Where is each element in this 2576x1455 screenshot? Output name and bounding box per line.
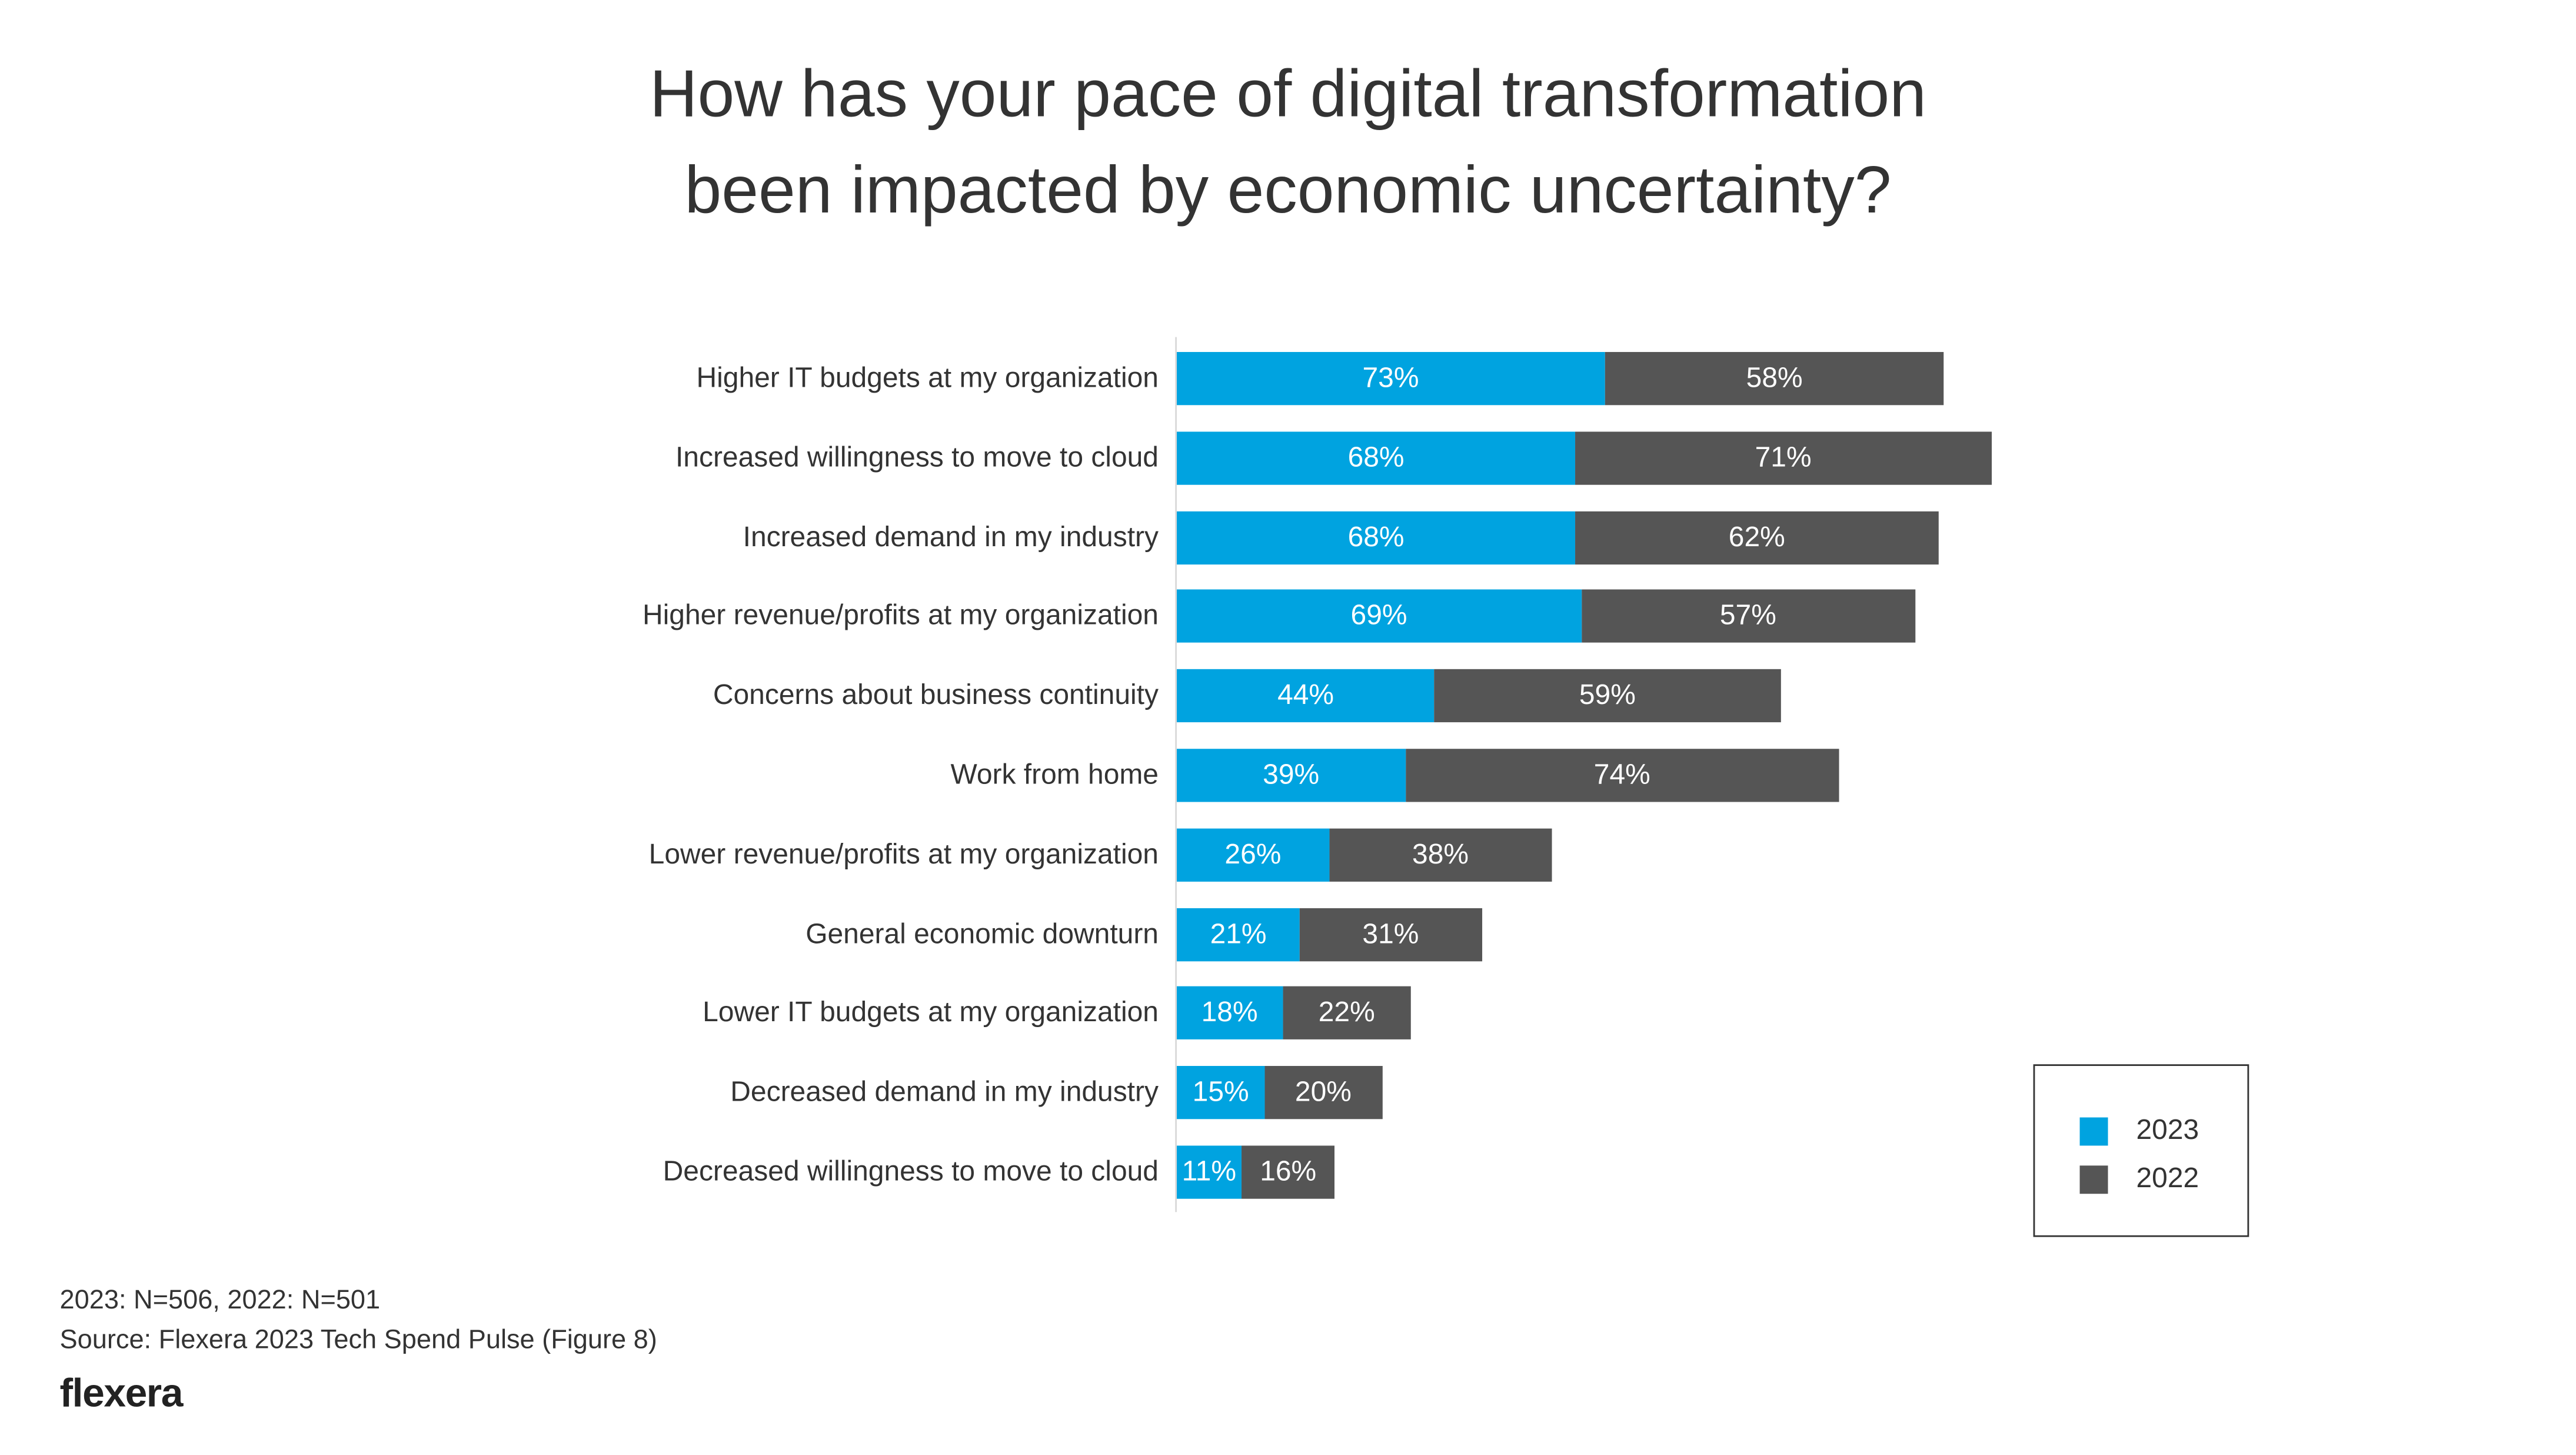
data-label: 74%	[1593, 759, 1650, 790]
bar-2023: 39%	[1177, 749, 1406, 802]
bar-2023: 73%	[1177, 352, 1605, 406]
bar-2023: 21%	[1177, 907, 1300, 961]
category-label: Concerns about business continuity	[713, 679, 1159, 711]
category-label: Decreased demand in my industry	[730, 1076, 1159, 1108]
bar-2022: 74%	[1405, 749, 1839, 802]
data-label: 69%	[1350, 600, 1407, 632]
data-label: 68%	[1347, 441, 1405, 473]
bar-2022: 22%	[1282, 986, 1412, 1040]
bar-2022: 31%	[1300, 907, 1482, 961]
legend-label-2022: 2022	[2136, 1162, 2199, 1194]
category-label: Work from home	[950, 759, 1159, 790]
chart-title: How has your pace of digital transformat…	[0, 46, 2576, 239]
bar-2022: 16%	[1241, 1145, 1335, 1199]
bar-2022: 71%	[1575, 431, 1992, 485]
data-label: 58%	[1746, 361, 1803, 394]
category-label: Higher IT budgets at my organization	[696, 361, 1159, 394]
data-label: 18%	[1201, 996, 1258, 1029]
data-label: 21%	[1210, 917, 1267, 949]
data-label: 11%	[1182, 1155, 1236, 1187]
data-label: 73%	[1362, 361, 1419, 394]
data-label: 62%	[1728, 520, 1785, 553]
category-label: Lower IT budgets at my organization	[703, 996, 1159, 1029]
bar-2022: 59%	[1435, 669, 1780, 723]
bar-2023: 26%	[1177, 828, 1329, 882]
chart-title-line: How has your pace of digital transformat…	[649, 58, 1927, 131]
category-label: Increased demand in my industry	[743, 520, 1159, 553]
flexera-logo: flexera	[59, 1371, 184, 1417]
chart-title-line: been impacted by economic uncertainty?	[684, 154, 1892, 228]
bar-2023: 11%	[1177, 1145, 1242, 1199]
bar-2023: 69%	[1177, 590, 1582, 643]
bar-2023: 15%	[1177, 1066, 1265, 1120]
data-label: 39%	[1263, 759, 1320, 790]
data-label: 31%	[1362, 917, 1419, 949]
bar-2022: 38%	[1329, 828, 1552, 882]
data-label: 38%	[1412, 838, 1469, 870]
data-label: 15%	[1192, 1076, 1249, 1108]
category-label: Decreased willingness to move to cloud	[663, 1155, 1159, 1187]
data-label: 68%	[1347, 520, 1405, 553]
bar-2023: 68%	[1177, 510, 1576, 564]
bar-2022: 20%	[1264, 1066, 1382, 1120]
sample-size-note: 2023: N=506, 2022: N=501	[59, 1287, 381, 1316]
bar-2022: 62%	[1575, 510, 1939, 564]
bar-2023: 44%	[1177, 669, 1435, 723]
data-label: 20%	[1294, 1076, 1352, 1108]
legend: 2023 2022	[2033, 1064, 2249, 1237]
legend-swatch-2022	[2079, 1165, 2108, 1194]
bar-2023: 68%	[1177, 431, 1576, 485]
category-axis-line	[1175, 337, 1177, 1212]
legend-swatch-2023	[2079, 1117, 2108, 1146]
category-label: Lower revenue/profits at my organization	[648, 838, 1159, 870]
source-note: Source: Flexera 2023 Tech Spend Pulse (F…	[59, 1326, 657, 1355]
data-label: 26%	[1224, 838, 1282, 870]
category-label: General economic downturn	[806, 917, 1159, 949]
bar-2022: 58%	[1604, 352, 1945, 406]
category-label: Increased willingness to move to cloud	[675, 441, 1159, 473]
data-label: 59%	[1579, 679, 1636, 711]
data-label: 57%	[1719, 600, 1776, 632]
legend-label-2023: 2023	[2136, 1114, 2199, 1146]
data-label: 44%	[1277, 679, 1334, 711]
bar-2022: 57%	[1581, 590, 1915, 643]
data-label: 16%	[1260, 1155, 1317, 1187]
data-label: 22%	[1318, 996, 1375, 1029]
bar-2023: 18%	[1177, 986, 1283, 1040]
data-label: 71%	[1755, 441, 1812, 473]
category-label: Higher revenue/profits at my organizatio…	[642, 600, 1159, 632]
